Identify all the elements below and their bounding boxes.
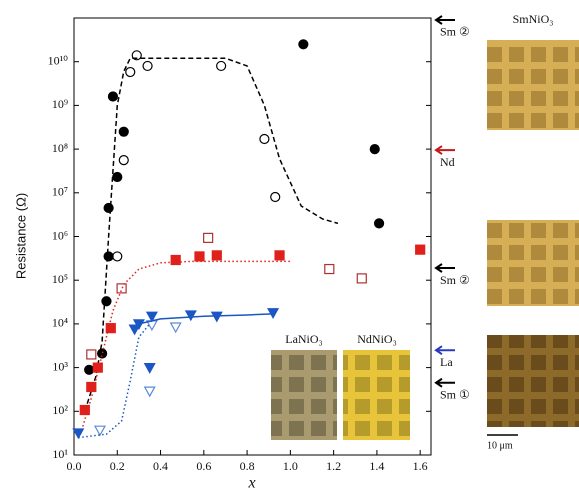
y-tick-label: 10⁶ bbox=[52, 228, 68, 242]
micrograph bbox=[343, 350, 410, 440]
point bbox=[125, 66, 136, 78]
point bbox=[143, 386, 156, 398]
annotation: Sm ② bbox=[440, 273, 470, 287]
point bbox=[194, 251, 205, 262]
point bbox=[101, 296, 112, 307]
y-tick-label: 10⁷ bbox=[52, 185, 68, 199]
x-tick-label: 0.4 bbox=[153, 459, 168, 473]
point bbox=[184, 310, 197, 322]
point bbox=[93, 425, 106, 437]
scale-label: 10 μm bbox=[487, 440, 513, 451]
fit-line bbox=[78, 323, 151, 439]
micrograph bbox=[487, 40, 579, 130]
point bbox=[105, 323, 116, 334]
point bbox=[369, 144, 380, 155]
point bbox=[107, 91, 119, 102]
x-axis-label: x bbox=[247, 475, 255, 492]
point bbox=[270, 191, 281, 203]
point bbox=[170, 254, 181, 266]
arrow bbox=[434, 345, 455, 356]
y-tick-label: 10⁴ bbox=[52, 316, 68, 330]
point bbox=[118, 126, 129, 137]
point bbox=[169, 322, 182, 334]
arrow bbox=[434, 145, 455, 155]
y-tick-label: 10¹ bbox=[52, 447, 68, 461]
point bbox=[92, 362, 103, 373]
point bbox=[132, 319, 145, 331]
annotation: Nd bbox=[440, 155, 455, 169]
fit-line bbox=[138, 313, 274, 325]
point bbox=[128, 324, 141, 336]
point bbox=[142, 60, 153, 72]
x-tick-label: 0.0 bbox=[67, 459, 82, 473]
arrow bbox=[434, 263, 455, 273]
annotation: La bbox=[440, 355, 453, 369]
x-tick-label: 0.6 bbox=[196, 459, 211, 473]
y-tick-label: 10⁵ bbox=[52, 272, 68, 286]
fit-line bbox=[84, 57, 339, 412]
x-tick-label: 1.4 bbox=[369, 459, 384, 473]
point bbox=[103, 251, 114, 262]
point bbox=[86, 381, 97, 393]
y-tick-label: 10⁹ bbox=[52, 97, 68, 111]
image-label: NdNiO₃ bbox=[357, 332, 397, 346]
x-tick-label: 1.0 bbox=[283, 459, 298, 473]
x-tick-label: 1.2 bbox=[326, 459, 341, 473]
point bbox=[373, 218, 385, 229]
image-label: LaNiO₃ bbox=[285, 332, 323, 346]
y-tick-label: 10⁸ bbox=[52, 141, 68, 155]
y-tick-label: 10¹⁰ bbox=[48, 53, 69, 67]
point bbox=[210, 311, 223, 323]
arrow bbox=[434, 377, 455, 388]
micrograph bbox=[271, 350, 337, 440]
point bbox=[274, 250, 285, 261]
point bbox=[324, 263, 335, 275]
micrograph bbox=[487, 335, 579, 427]
point bbox=[259, 133, 270, 145]
x-tick-label: 0.8 bbox=[240, 459, 255, 473]
point bbox=[112, 171, 123, 183]
x-tick-label: 1.6 bbox=[413, 459, 428, 473]
point bbox=[356, 273, 367, 284]
point bbox=[79, 404, 90, 416]
point bbox=[203, 232, 214, 243]
point bbox=[112, 251, 123, 262]
annotation: Sm ② bbox=[440, 25, 470, 39]
arrow bbox=[434, 15, 455, 25]
point bbox=[143, 363, 156, 374]
point bbox=[131, 50, 142, 61]
point bbox=[216, 60, 227, 72]
fit-line bbox=[79, 260, 291, 435]
point bbox=[118, 155, 129, 166]
point bbox=[103, 202, 114, 214]
y-tick-label: 10³ bbox=[52, 359, 68, 373]
micrograph bbox=[487, 220, 579, 306]
x-tick-label: 0.2 bbox=[110, 459, 125, 473]
point bbox=[84, 364, 95, 375]
point bbox=[116, 283, 127, 294]
point bbox=[211, 250, 222, 261]
point bbox=[72, 428, 85, 440]
y-axis-label: Resistance (Ω) bbox=[13, 193, 28, 279]
point bbox=[86, 349, 97, 360]
point bbox=[415, 244, 426, 255]
point bbox=[298, 39, 309, 50]
y-tick-label: 10² bbox=[52, 403, 68, 417]
point bbox=[145, 311, 158, 323]
annotation: Sm ① bbox=[440, 388, 470, 402]
image-label: SmNiO₃ bbox=[513, 12, 554, 26]
